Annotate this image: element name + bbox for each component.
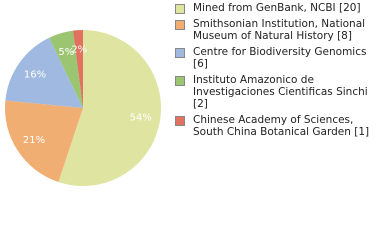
pie-slice: [58, 30, 162, 186]
legend-swatch: [175, 20, 185, 30]
legend-item: Instituto Amazonico de Investigaciones C…: [172, 74, 372, 110]
pie-slice: [49, 30, 83, 108]
legend-label: Chinese Academy of Sciences, South China…: [193, 114, 370, 138]
legend-label: Mined from GenBank, NCBI [20]: [193, 2, 361, 14]
legend-swatch: [175, 76, 185, 86]
legend-label: Centre for Biodiversity Genomics [6]: [193, 46, 367, 70]
legend-swatch: [175, 116, 185, 126]
legend-label: Instituto Amazonico de Investigaciones C…: [193, 74, 368, 110]
legend-item: Chinese Academy of Sciences, South China…: [172, 114, 372, 138]
slice-label: 21%: [23, 135, 45, 146]
slice-label: 2%: [71, 45, 87, 56]
pie: 54% 21% 16% 5%2%: [4, 30, 162, 186]
legend-item: Smithsonian Institution, National Museum…: [172, 18, 372, 42]
legend-label: Smithsonian Institution, National Museum…: [193, 18, 366, 42]
legend-item: Mined from GenBank, NCBI [20]: [172, 2, 372, 14]
pie-slice: [73, 30, 83, 108]
pie-slice: [5, 37, 84, 109]
legend-swatch: [175, 48, 185, 58]
legend-swatch: [175, 4, 185, 14]
legend-item: Centre for Biodiversity Genomics [6]: [172, 46, 372, 70]
slice-label: 16%: [24, 70, 46, 81]
pie-slice: [4, 100, 84, 183]
slice-label: 5%: [58, 47, 74, 58]
legend: Mined from GenBank, NCBI [20] Smithsonian…: [172, 2, 372, 142]
slice-label: 54%: [130, 112, 152, 123]
